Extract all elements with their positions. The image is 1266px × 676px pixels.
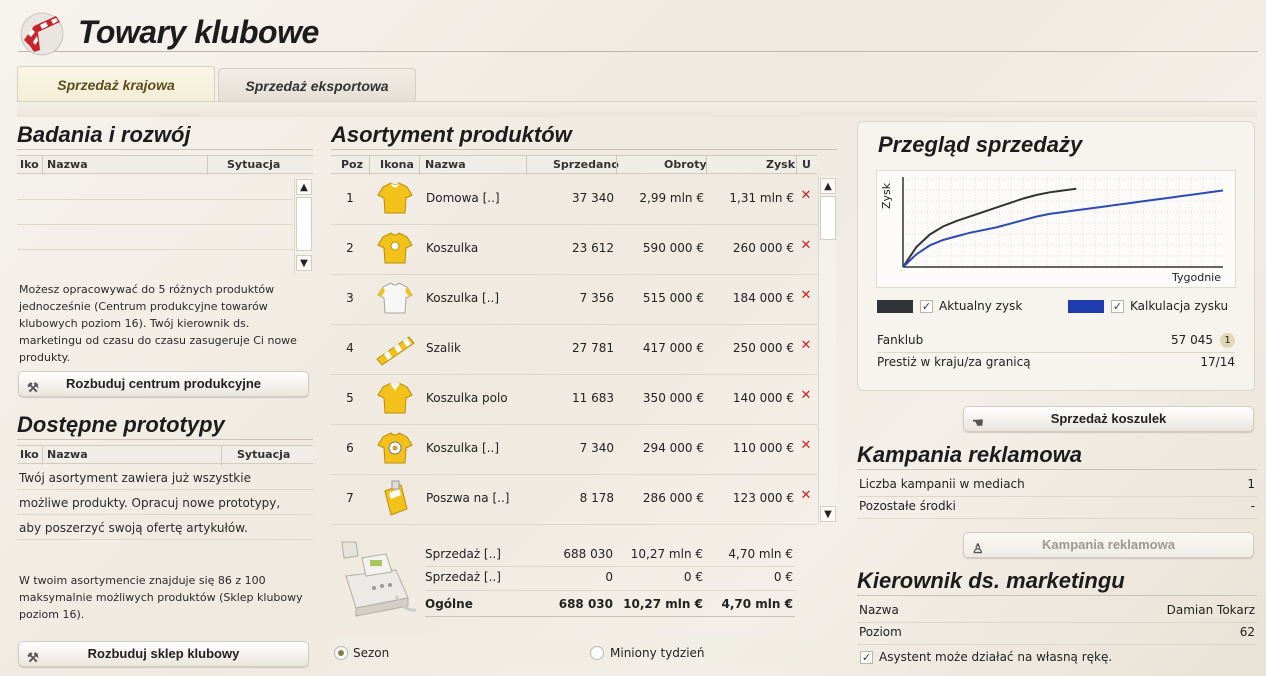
summary-row: Sprzedaż [..] 0 0 € 0 € bbox=[425, 570, 793, 584]
construction-icon: ⚒ bbox=[27, 380, 39, 395]
logo-shirt-icon bbox=[377, 432, 413, 464]
summary-row: Sprzedaż [..] 688 030 10,27 mln € 4,70 m… bbox=[425, 547, 793, 561]
yellow-shirt-icon bbox=[377, 232, 413, 264]
col-icon: Ikona bbox=[380, 158, 414, 171]
scroll-down-icon[interactable]: ▼ bbox=[820, 506, 836, 522]
expand-production-center-button[interactable]: ⚒ Rozbuduj centrum produkcyjne bbox=[18, 371, 309, 397]
page-header: Towary klubowe bbox=[18, 10, 1258, 56]
col-icon: Iko bbox=[20, 158, 39, 171]
delete-product-icon[interactable]: ✕ bbox=[800, 188, 812, 203]
series-line-actual bbox=[902, 187, 1077, 268]
duvet-cover-icon bbox=[384, 480, 408, 516]
person-icon: ♙ bbox=[972, 541, 984, 556]
polo-shirt-icon bbox=[377, 382, 413, 414]
col-pos: Poz bbox=[341, 158, 364, 171]
page-title: Towary klubowe bbox=[78, 14, 319, 50]
last-week-radio[interactable] bbox=[590, 646, 604, 660]
white-yellow-shirt-icon bbox=[377, 182, 413, 214]
table-row[interactable]: 6 Koszulka [..] 7 340 294 000 € 110 000 … bbox=[331, 424, 817, 474]
prototypes-info-text: W twoim asortymencie znajduje się 86 z 1… bbox=[19, 574, 303, 621]
delete-product-icon[interactable]: ✕ bbox=[800, 388, 812, 403]
delete-product-icon[interactable]: ✕ bbox=[800, 488, 812, 503]
fanclub-row: Fanklub 57 045 1 bbox=[877, 330, 1235, 352]
col-status: Sytuacja bbox=[237, 448, 291, 461]
col-name: Nazwa bbox=[47, 448, 88, 461]
legend-swatch-forecast bbox=[1068, 300, 1104, 313]
manager-title: Kierownik ds. marketingu bbox=[857, 568, 1125, 593]
scroll-thumb[interactable] bbox=[820, 196, 836, 240]
construction-icon: ⚒ bbox=[27, 650, 39, 665]
prestige-row: Prestiż w kraju/za granicą 17/14 bbox=[877, 355, 1235, 369]
fanclub-badge: 1 bbox=[1220, 333, 1235, 348]
manager-name-row: Nazwa Damian Tokarz bbox=[859, 603, 1255, 617]
manager-level-row: Poziom 62 bbox=[859, 625, 1255, 639]
legend-swatch-actual bbox=[877, 300, 913, 313]
assistant-label: Asystent może działać na własną rękę. bbox=[879, 650, 1113, 664]
legend-label-forecast: Kalkulacja zysku bbox=[1130, 299, 1229, 313]
col-sold: Sprzedano bbox=[553, 158, 619, 171]
rnd-scrollbar[interactable]: ▲ ▼ bbox=[294, 177, 312, 273]
legend-checkbox-forecast[interactable]: ✓ bbox=[1111, 300, 1124, 313]
tab-export-sales[interactable]: Sprzedaż eksportowa bbox=[218, 68, 416, 102]
chart-x-label: Tygodnie bbox=[1171, 271, 1221, 284]
col-name: Nazwa bbox=[425, 158, 466, 171]
table-row[interactable]: 1 Domowa [..] 37 340 2,99 mln € 1,31 mln… bbox=[331, 174, 817, 224]
col-profit: Zysk bbox=[766, 158, 796, 171]
scroll-thumb[interactable] bbox=[296, 197, 312, 251]
delete-product-icon[interactable]: ✕ bbox=[800, 288, 812, 303]
col-name: Nazwa bbox=[47, 158, 88, 171]
table-row[interactable]: 7 Poszwa na [..] 8 178 286 000 € 123 000… bbox=[331, 474, 817, 524]
scroll-up-icon[interactable]: ▲ bbox=[296, 179, 312, 195]
table-row[interactable]: 5 Koszulka polo 11 683 350 000 € 140 000… bbox=[331, 374, 817, 424]
col-revenue: Obroty bbox=[664, 158, 707, 171]
period-selector: Sezon Miniony tydzień bbox=[331, 636, 837, 670]
sales-overview-title: Przegląd sprzedaży bbox=[878, 132, 1083, 157]
rnd-info-text: Możesz opracowywać do 5 różnych produktó… bbox=[19, 283, 297, 364]
col-icon: Iko bbox=[20, 448, 39, 461]
products-title: Asortyment produktów bbox=[331, 122, 572, 147]
scarf-logo-icon bbox=[20, 12, 64, 56]
products-scrollbar[interactable]: ▲ ▼ bbox=[818, 176, 836, 524]
legend-label-actual: Aktualny zysk bbox=[939, 299, 1023, 313]
tab-domestic-sales[interactable]: Sprzedaż krajowa bbox=[17, 66, 215, 102]
tab-divider bbox=[17, 101, 1257, 117]
col-delete: U bbox=[802, 158, 811, 171]
summary-total-row: Ogólne 688 030 10,27 mln € 4,70 mln € bbox=[425, 597, 793, 611]
white-shirt-icon bbox=[377, 282, 413, 314]
delete-product-icon[interactable]: ✕ bbox=[800, 238, 812, 253]
legend-checkbox-actual[interactable]: ✓ bbox=[920, 300, 933, 313]
campaign-title: Kampania reklamowa bbox=[857, 442, 1082, 467]
table-row[interactable]: 4 Szalik 27 781 417 000 € 250 000 € ✕ bbox=[331, 324, 817, 374]
season-radio[interactable] bbox=[334, 646, 348, 660]
hand-icon: ☚ bbox=[972, 415, 984, 430]
table-row[interactable]: 3 Koszulka [..] 7 356 515 000 € 184 000 … bbox=[331, 274, 817, 324]
scroll-down-icon[interactable]: ▼ bbox=[296, 255, 312, 271]
profit-chart: Zysk Tygodnie bbox=[876, 170, 1236, 288]
col-status: Sytuacja bbox=[227, 158, 281, 171]
campaign-count-row: Liczba kampanii w mediach 1 bbox=[859, 477, 1255, 491]
table-row[interactable]: 2 Koszulka 23 612 590 000 € 260 000 € ✕ bbox=[331, 224, 817, 274]
assistant-checkbox[interactable]: ✓ bbox=[860, 651, 873, 664]
profit-chart-svg bbox=[902, 177, 1224, 268]
ad-campaign-button[interactable]: ♙ Kampania reklamowa bbox=[963, 532, 1254, 558]
delete-product-icon[interactable]: ✕ bbox=[800, 338, 812, 353]
shirt-sales-button[interactable]: ☚ Sprzedaż koszulek bbox=[963, 406, 1254, 432]
rnd-table-header: Iko Nazwa Sytuacja bbox=[17, 155, 313, 175]
rnd-underline bbox=[17, 149, 313, 150]
chart-y-label: Zysk bbox=[880, 182, 893, 209]
delete-product-icon[interactable]: ✕ bbox=[800, 438, 812, 453]
scarf-icon bbox=[376, 336, 415, 366]
cash-register-icon bbox=[341, 541, 417, 617]
prototypes-table-header: Iko Nazwa Sytuacja bbox=[17, 445, 313, 465]
series-line-forecast bbox=[902, 189, 1224, 268]
remaining-funds-row: Pozostałe środki - bbox=[859, 499, 1255, 513]
sales-overview-panel: Przegląd sprzedaży Zysk Tygodnie ✓ Aktua… bbox=[857, 121, 1255, 391]
prototypes-title: Dostępne prototypy bbox=[17, 412, 225, 437]
rnd-title: Badania i rozwój bbox=[17, 122, 191, 147]
scroll-up-icon[interactable]: ▲ bbox=[820, 178, 836, 194]
prototypes-message: Twój asortyment zawiera już wszystkie mo… bbox=[19, 471, 281, 535]
expand-club-shop-button[interactable]: ⚒ Rozbuduj sklep klubowy bbox=[18, 641, 309, 667]
products-table-header: Poz Ikona Nazwa Sprzedano Obroty Zysk U bbox=[331, 155, 817, 175]
